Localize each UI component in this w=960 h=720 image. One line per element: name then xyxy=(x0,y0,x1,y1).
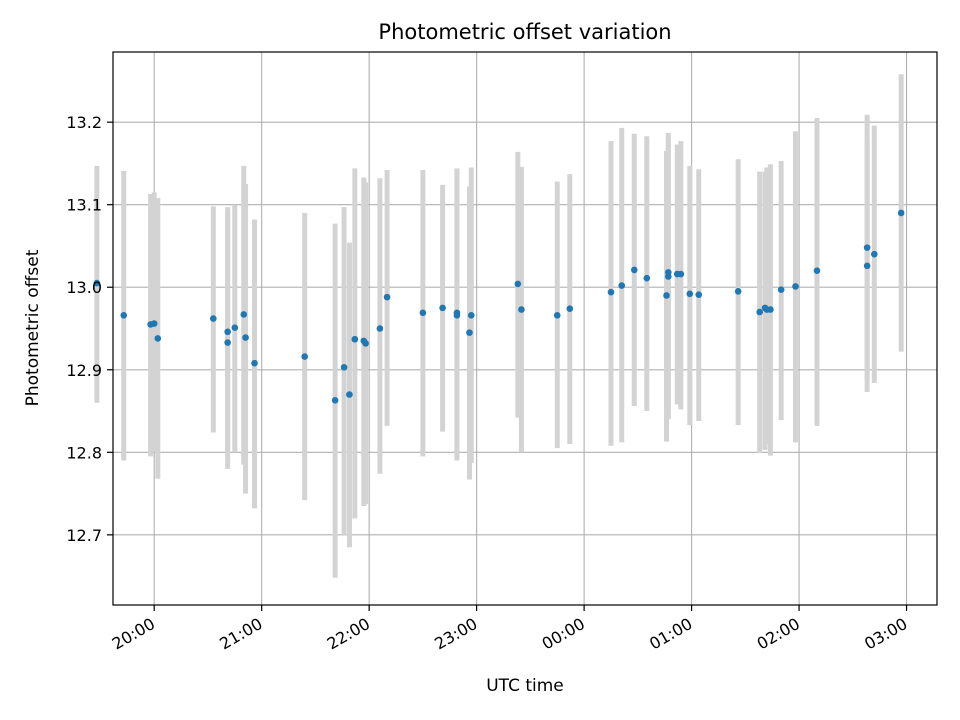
data-point xyxy=(665,273,672,280)
gridlines xyxy=(113,52,937,605)
plot-frame xyxy=(112,51,938,606)
y-tick-label: 13.0 xyxy=(66,278,102,297)
data-point xyxy=(792,283,799,290)
data-point xyxy=(466,329,473,336)
x-tick-label: 00:00 xyxy=(539,614,588,654)
data-point xyxy=(514,280,522,288)
data-point xyxy=(351,335,359,343)
data-point xyxy=(154,335,162,342)
data-point xyxy=(93,279,101,287)
y-tick-label: 12.7 xyxy=(66,526,102,545)
data-point xyxy=(607,288,615,296)
data-point xyxy=(518,306,525,313)
data-point xyxy=(453,311,461,319)
data-point xyxy=(439,304,446,312)
data-point xyxy=(566,305,574,312)
y-tick-label: 12.9 xyxy=(66,361,102,380)
data-point xyxy=(643,274,651,282)
data-point xyxy=(251,359,258,367)
data-point xyxy=(467,311,475,319)
data-point xyxy=(777,286,785,294)
y-axis-ticks: 12.7 12.8 12.9 13.0 13.1 13.2 xyxy=(66,113,113,545)
data-point xyxy=(242,334,249,341)
data-point xyxy=(767,306,774,313)
data-point xyxy=(677,270,685,278)
data-point xyxy=(150,320,158,327)
data-point xyxy=(686,290,694,298)
x-axis-label: UTC time xyxy=(486,676,564,696)
data-point xyxy=(383,293,391,301)
x-tick-label: 03:00 xyxy=(861,614,910,654)
data-point xyxy=(897,209,905,217)
data-point xyxy=(695,291,703,298)
data-point xyxy=(756,308,763,316)
chart-title: Photometric offset variation xyxy=(378,20,671,44)
x-tick-label: 01:00 xyxy=(646,614,695,654)
data-point xyxy=(224,339,231,346)
x-tick-label: 21:00 xyxy=(216,614,265,654)
data-point xyxy=(863,244,871,251)
data-point xyxy=(340,363,348,371)
data-point xyxy=(224,328,231,336)
x-tick-label: 02:00 xyxy=(754,614,803,654)
data-point xyxy=(863,262,871,270)
data-point xyxy=(553,311,561,319)
x-tick-label: 20:00 xyxy=(109,614,158,654)
x-axis-ticks: 20:00 21:00 22:00 23:00 00:00 01:00 02:00 03:00 xyxy=(109,605,911,654)
data-point xyxy=(813,267,821,275)
x-tick-label: 22:00 xyxy=(324,614,373,654)
data-point xyxy=(231,324,239,331)
data-point xyxy=(331,397,339,404)
y-axis-label: Photometric offset xyxy=(23,249,43,406)
data-point xyxy=(346,391,353,398)
data-point xyxy=(419,309,427,317)
data-point xyxy=(734,288,742,295)
data-point xyxy=(376,325,384,332)
y-tick-label: 13.1 xyxy=(66,196,102,215)
error-bars xyxy=(94,74,904,578)
data-point xyxy=(663,292,670,299)
data-point xyxy=(630,266,638,274)
data-points xyxy=(93,209,905,404)
y-tick-label: 12.8 xyxy=(66,443,102,462)
data-point xyxy=(120,311,128,319)
data-point xyxy=(362,340,369,347)
data-point xyxy=(618,282,626,289)
data-point xyxy=(210,315,217,322)
data-point xyxy=(301,353,308,360)
x-tick-label: 23:00 xyxy=(431,614,480,654)
data-point xyxy=(240,311,248,318)
data-point xyxy=(871,250,878,258)
y-tick-label: 13.2 xyxy=(66,113,102,132)
